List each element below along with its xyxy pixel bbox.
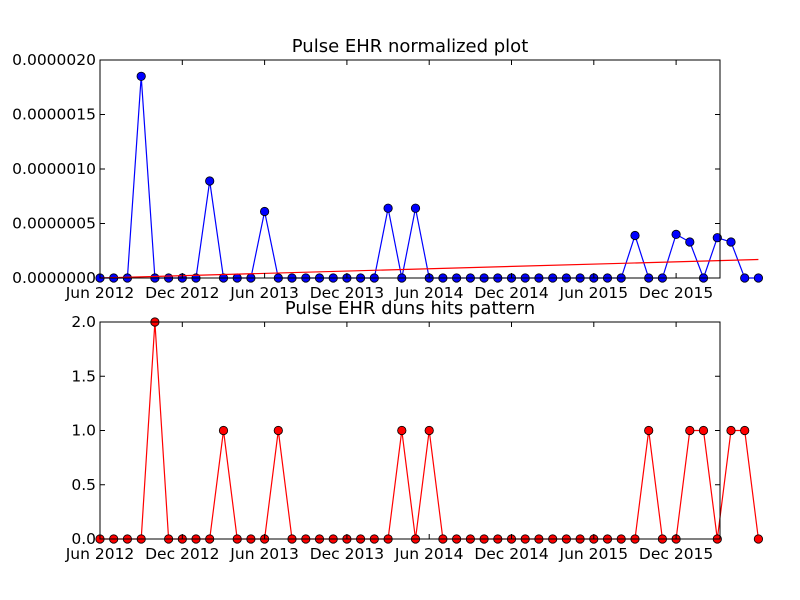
data-point — [630, 230, 640, 241]
data-point — [753, 273, 764, 283]
data-point — [698, 425, 709, 436]
data-point — [136, 71, 146, 81]
y-tick-label: 0.0000000 — [12, 269, 96, 287]
data-point — [424, 425, 434, 436]
data-point — [726, 237, 736, 247]
x-tick-label: Jun 2013 — [229, 284, 299, 302]
data-point — [644, 425, 654, 436]
x-tick-label: Jun 2013 — [229, 545, 299, 563]
x-tick-label: Dec 2013 — [310, 545, 384, 563]
data-point — [685, 237, 695, 247]
x-tick-label: Jun 2014 — [394, 545, 464, 563]
x-tick-label: Dec 2013 — [310, 284, 384, 302]
data-point — [740, 425, 750, 436]
x-tick-label: Jun 2014 — [394, 284, 464, 302]
x-tick-label: Dec 2015 — [639, 284, 713, 302]
data-point — [726, 425, 736, 436]
trend-line — [99, 258, 759, 279]
x-tick-label: Jun 2015 — [559, 284, 629, 302]
x-tick-label: Jun 2012 — [65, 545, 135, 563]
data-point — [205, 176, 215, 186]
y-tick-label: 1.5 — [71, 367, 96, 385]
axes-frame — [99, 59, 721, 279]
data-point — [397, 425, 407, 436]
data-point — [410, 203, 421, 213]
x-tick-label: Dec 2012 — [145, 284, 219, 302]
data-point — [259, 206, 270, 217]
y-tick-label: 0.0000010 — [12, 160, 96, 178]
chart-title: Pulse EHR duns hits pattern — [285, 298, 535, 319]
y-tick-label: 1.0 — [71, 422, 96, 440]
y-tick-label: 2.0 — [71, 313, 96, 331]
x-tick-label: Jun 2015 — [559, 545, 629, 563]
x-tick-label: Jun 2012 — [65, 284, 135, 302]
y-tick-label: 0.0 — [71, 530, 96, 548]
data-point — [218, 425, 229, 436]
x-tick-label: Dec 2014 — [474, 284, 548, 302]
y-tick-label: 0.0000015 — [12, 106, 96, 124]
data-point — [685, 425, 695, 436]
data-point — [712, 233, 722, 243]
duns-hits-panel: Pulse EHR duns hits pattern 0.0 0.5 1.0 1.5 2… — [65, 298, 764, 563]
data-point — [740, 273, 750, 283]
data-point — [273, 425, 283, 436]
series-line — [100, 76, 759, 280]
y-tick-label: 0.5 — [71, 476, 96, 494]
x-tick-label: Dec 2015 — [639, 545, 713, 563]
chart-title: Pulse EHR normalized plot — [292, 36, 529, 57]
data-point — [753, 534, 764, 544]
normalized-plot-panel: Pulse EHR normalized plot 0.0000000 0.0000… — [12, 36, 764, 302]
data-point — [671, 229, 681, 239]
x-tick-label: Dec 2012 — [145, 545, 219, 563]
y-tick-label: 0.0000020 — [12, 51, 96, 69]
x-tick-label: Dec 2014 — [474, 545, 548, 563]
data-point — [383, 203, 393, 213]
axes-frame — [99, 321, 721, 540]
y-tick-label: 0.0000005 — [12, 215, 96, 233]
